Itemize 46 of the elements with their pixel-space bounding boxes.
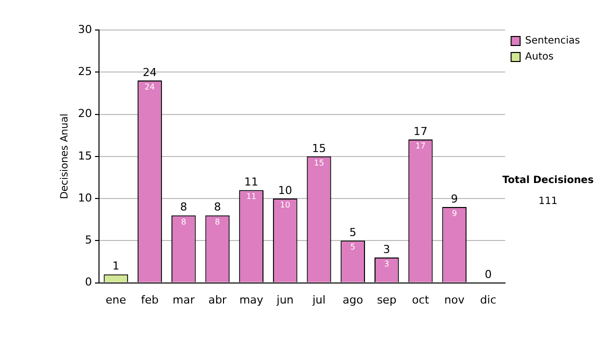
x-tick-label: may xyxy=(239,293,264,306)
total-label: 11 xyxy=(244,175,258,188)
x-tick-label: dic xyxy=(480,293,496,306)
total-label: 0 xyxy=(484,268,492,282)
total-label: 8 xyxy=(214,200,221,214)
total-label: 1 xyxy=(112,260,120,273)
x-tick-label: ago xyxy=(342,293,364,306)
x-tick-label: mar xyxy=(172,293,196,306)
data-label: 5 xyxy=(350,242,356,252)
x-tick-label: abr xyxy=(208,293,228,306)
data-label: 8 xyxy=(181,217,186,226)
total-label: 3 xyxy=(383,242,390,256)
total-label: 5 xyxy=(349,226,356,240)
y-tick-label: 10 xyxy=(78,191,92,204)
data-label: 10 xyxy=(280,200,290,210)
y-tick-label: 25 xyxy=(78,64,92,78)
data-label: 15 xyxy=(314,158,324,168)
data-label: 24 xyxy=(144,82,155,92)
y-tick-label: 5 xyxy=(84,234,92,247)
y-tick-label: 20 xyxy=(78,107,92,120)
annotation: Total Decisiones xyxy=(501,175,595,186)
y-tick-label: 30 xyxy=(78,22,92,36)
total-label: 17 xyxy=(414,124,428,138)
legend-label: Autos xyxy=(525,52,554,63)
data-label: 8 xyxy=(214,217,220,226)
x-tick-label: jul xyxy=(311,293,326,306)
x-tick-label: nov xyxy=(444,293,465,306)
y-axis-title: Decisiones Anual xyxy=(60,114,71,200)
data-label: 9 xyxy=(452,209,457,218)
text: 111 xyxy=(537,196,559,207)
total-label: 15 xyxy=(312,142,326,155)
x-tick-label: sep xyxy=(376,293,396,306)
total-label: 9 xyxy=(450,192,458,206)
data-label: 17 xyxy=(415,142,426,151)
x-tick-label: feb xyxy=(140,293,159,306)
y-tick-label: 0 xyxy=(84,276,92,289)
x-tick-label: jun xyxy=(276,293,294,306)
total-label: 10 xyxy=(278,184,292,197)
data-label: 11 xyxy=(246,192,256,202)
total-label: 24 xyxy=(142,66,157,79)
x-tick-label: ene xyxy=(106,293,126,306)
data-label: 3 xyxy=(384,260,390,269)
total-label: 8 xyxy=(180,200,188,214)
y-tick-label: 15 xyxy=(78,149,92,162)
x-tick-label: oct xyxy=(412,293,430,306)
legend-label: Sentencias xyxy=(525,36,580,47)
